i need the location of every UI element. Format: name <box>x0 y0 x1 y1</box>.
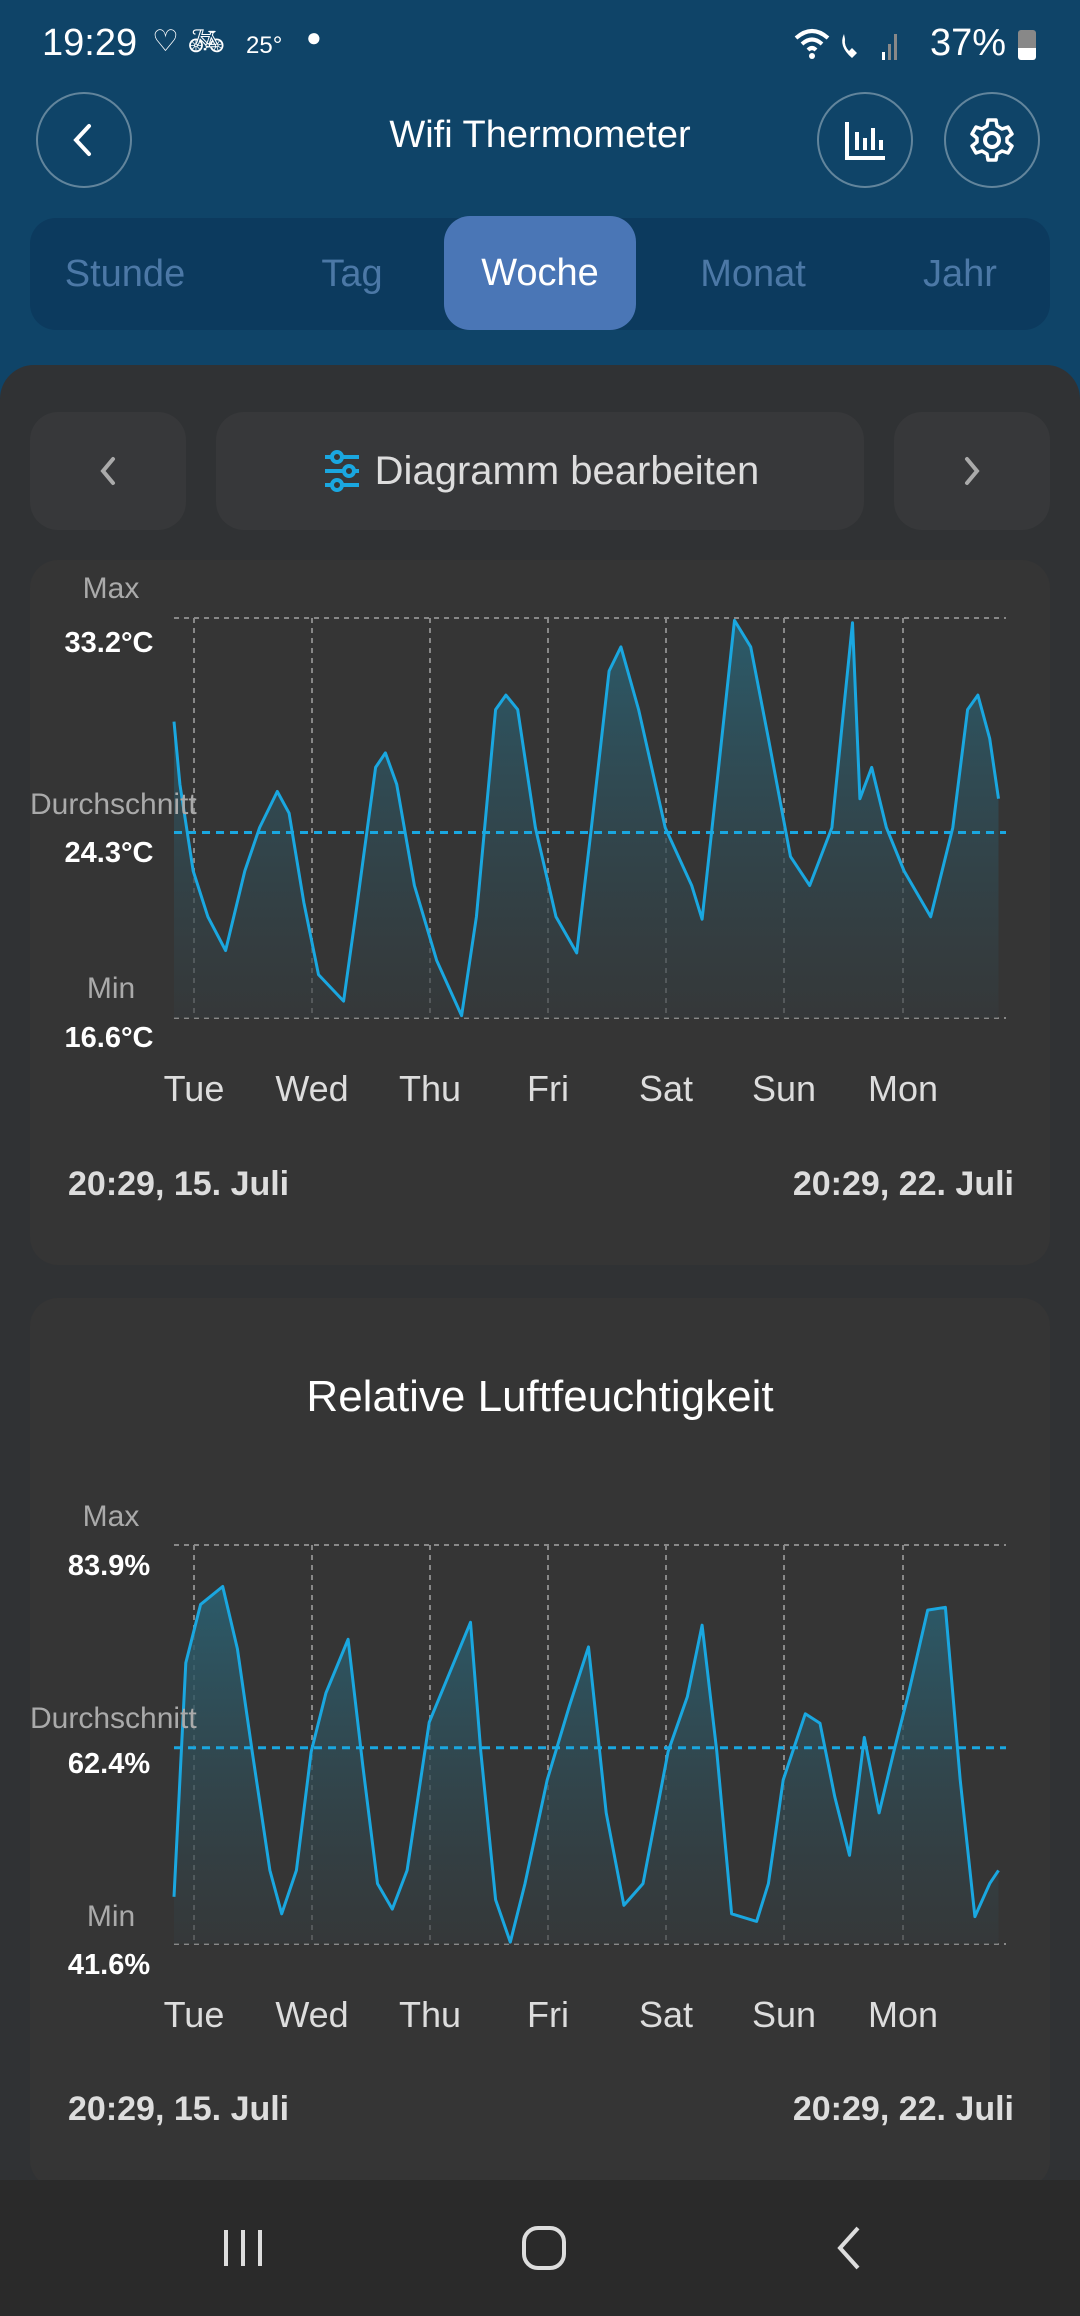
chevron-left-icon <box>100 457 115 485</box>
max-label: Max <box>82 572 140 605</box>
back-nav-icon[interactable] <box>830 2224 870 2272</box>
average-value: 62.4% <box>67 1748 151 1780</box>
max-value: 83.9% <box>67 1550 151 1582</box>
average-label: Durchschnitt <box>30 788 197 821</box>
recent-apps-icon[interactable] <box>220 2226 266 2270</box>
status-bar: 19:29 ♡ 🚲︎ 25° ● 37% <box>0 22 1080 78</box>
day-label: Fri <box>527 1068 569 1109</box>
day-label: Mon <box>867 1068 939 1109</box>
day-label: Sun <box>751 1994 817 2035</box>
status-temperature: 25° <box>246 32 283 59</box>
settings-button[interactable] <box>944 92 1040 188</box>
system-nav-bar <box>0 2180 1080 2316</box>
start-date-label: 20:29, 15. Juli <box>68 2090 290 2128</box>
battery-icon <box>1018 30 1036 60</box>
day-label: Sat <box>638 1068 694 1109</box>
edit-chart-button[interactable]: Diagramm bearbeiten <box>216 412 864 530</box>
sliders-icon <box>324 450 359 492</box>
average-value: 24.3°C <box>64 837 154 869</box>
temperature-card <box>30 560 1050 1265</box>
notification-icons: ♡ 🚲︎ <box>152 25 226 58</box>
previous-period-button[interactable] <box>30 412 186 530</box>
chevron-right-icon <box>965 457 980 485</box>
bar-chart-icon <box>845 122 885 160</box>
max-value: 33.2°C <box>64 627 154 659</box>
gear-icon <box>970 118 1014 162</box>
dot-icon: ● <box>306 22 322 52</box>
tab-monat[interactable]: Monat <box>700 252 806 295</box>
day-label: Mon <box>867 1994 939 2035</box>
tab-stunde[interactable]: Stunde <box>64 252 186 295</box>
day-label: Sun <box>751 1068 817 1109</box>
min-label: Min <box>86 1900 136 1933</box>
period-tabs: Stunde Tag Woche Monat Jahr <box>30 216 1050 330</box>
min-value: 41.6% <box>67 1949 151 1981</box>
min-label: Min <box>86 972 136 1005</box>
day-label: Tue <box>163 1068 225 1109</box>
day-label: Wed <box>275 1994 349 2035</box>
statistics-button[interactable] <box>817 92 913 188</box>
next-period-button[interactable] <box>894 412 1050 530</box>
page-title: Wifi Thermometer <box>389 114 691 156</box>
status-time: 19:29 <box>42 22 138 64</box>
chevron-left-icon <box>73 124 91 156</box>
wifi-signal-icons <box>792 24 902 72</box>
day-label: Fri <box>527 1994 569 2035</box>
battery-percent: 37% <box>930 22 1007 64</box>
tab-jahr[interactable]: Jahr <box>923 252 997 295</box>
end-date-label: 20:29, 22. Juli <box>792 2090 1014 2128</box>
edit-chart-label: Diagramm bearbeiten <box>374 448 760 493</box>
start-date-label: 20:29, 15. Juli <box>68 1165 290 1203</box>
home-icon[interactable] <box>520 2224 568 2272</box>
average-label: Durchschnitt <box>30 1702 197 1735</box>
end-date-label: 20:29, 22. Juli <box>792 1165 1014 1203</box>
tab-tag[interactable]: Tag <box>321 252 383 295</box>
max-label: Max <box>82 1500 140 1533</box>
day-label: Thu <box>398 1068 462 1109</box>
tab-woche[interactable]: Woche <box>444 216 636 330</box>
humidity-chart-title: Relative Luftfeuchtigkeit <box>306 1372 774 1421</box>
day-label: Wed <box>275 1068 349 1109</box>
day-label: Thu <box>398 1994 462 2035</box>
day-label: Tue <box>163 1994 225 2035</box>
humidity-card <box>30 1298 1050 2188</box>
day-label: Sat <box>638 1994 694 2035</box>
min-value: 16.6°C <box>64 1022 154 1054</box>
back-button[interactable] <box>36 92 132 188</box>
